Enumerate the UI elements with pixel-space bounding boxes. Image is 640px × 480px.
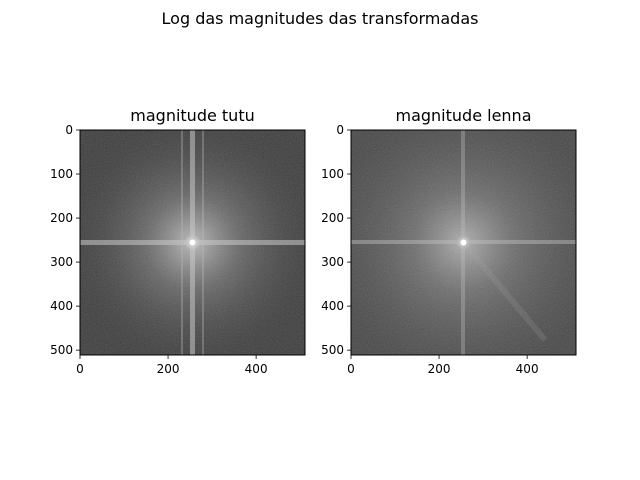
y-ticks: 0 100 200 300 400 500	[50, 123, 80, 357]
y-tick-label: 500	[321, 343, 344, 357]
x-tick-label: 0	[347, 362, 355, 376]
y-tick-label: 300	[321, 255, 344, 269]
x-tick-label: 0	[76, 362, 84, 376]
panel-magnitude-lenna: magnitude lenna 0 200 400 0 100 200 300 400 500	[321, 106, 577, 376]
side-vertical-line	[181, 130, 183, 355]
panel-title: magnitude lenna	[395, 106, 531, 125]
y-ticks: 0 100 200 300 400 500	[321, 123, 351, 357]
axes-frame	[79, 129, 306, 356]
x-ticks: 0 200 400	[76, 355, 268, 376]
y-tick-label: 100	[50, 167, 73, 181]
diagonal-streak	[460, 240, 548, 342]
y-tick-label: 100	[321, 167, 344, 181]
magnitude-image	[351, 130, 576, 355]
y-tick-label: 400	[321, 299, 344, 313]
x-tick-label: 400	[516, 362, 539, 376]
panel-magnitude-tutu: magnitude tutu 0 200 400 0 100 200 300 400 500	[50, 106, 306, 376]
panel-title: magnitude tutu	[130, 106, 254, 125]
y-tick-label: 400	[50, 299, 73, 313]
y-tick-label: 200	[321, 211, 344, 225]
x-tick-label: 200	[428, 362, 451, 376]
y-tick-label: 0	[336, 123, 344, 137]
magnitude-image	[80, 130, 305, 355]
y-tick-label: 0	[65, 123, 73, 137]
y-tick-label: 200	[50, 211, 73, 225]
y-tick-label: 300	[50, 255, 73, 269]
dc-peak	[189, 239, 196, 246]
x-tick-label: 200	[157, 362, 180, 376]
x-ticks: 0 200 400	[347, 355, 539, 376]
dc-peak	[460, 239, 467, 246]
figure-suptitle: Log das magnitudes das transformadas	[162, 9, 479, 28]
x-tick-label: 400	[245, 362, 268, 376]
side-vertical-line	[202, 130, 204, 355]
axes-frame	[350, 129, 577, 356]
y-tick-label: 500	[50, 343, 73, 357]
